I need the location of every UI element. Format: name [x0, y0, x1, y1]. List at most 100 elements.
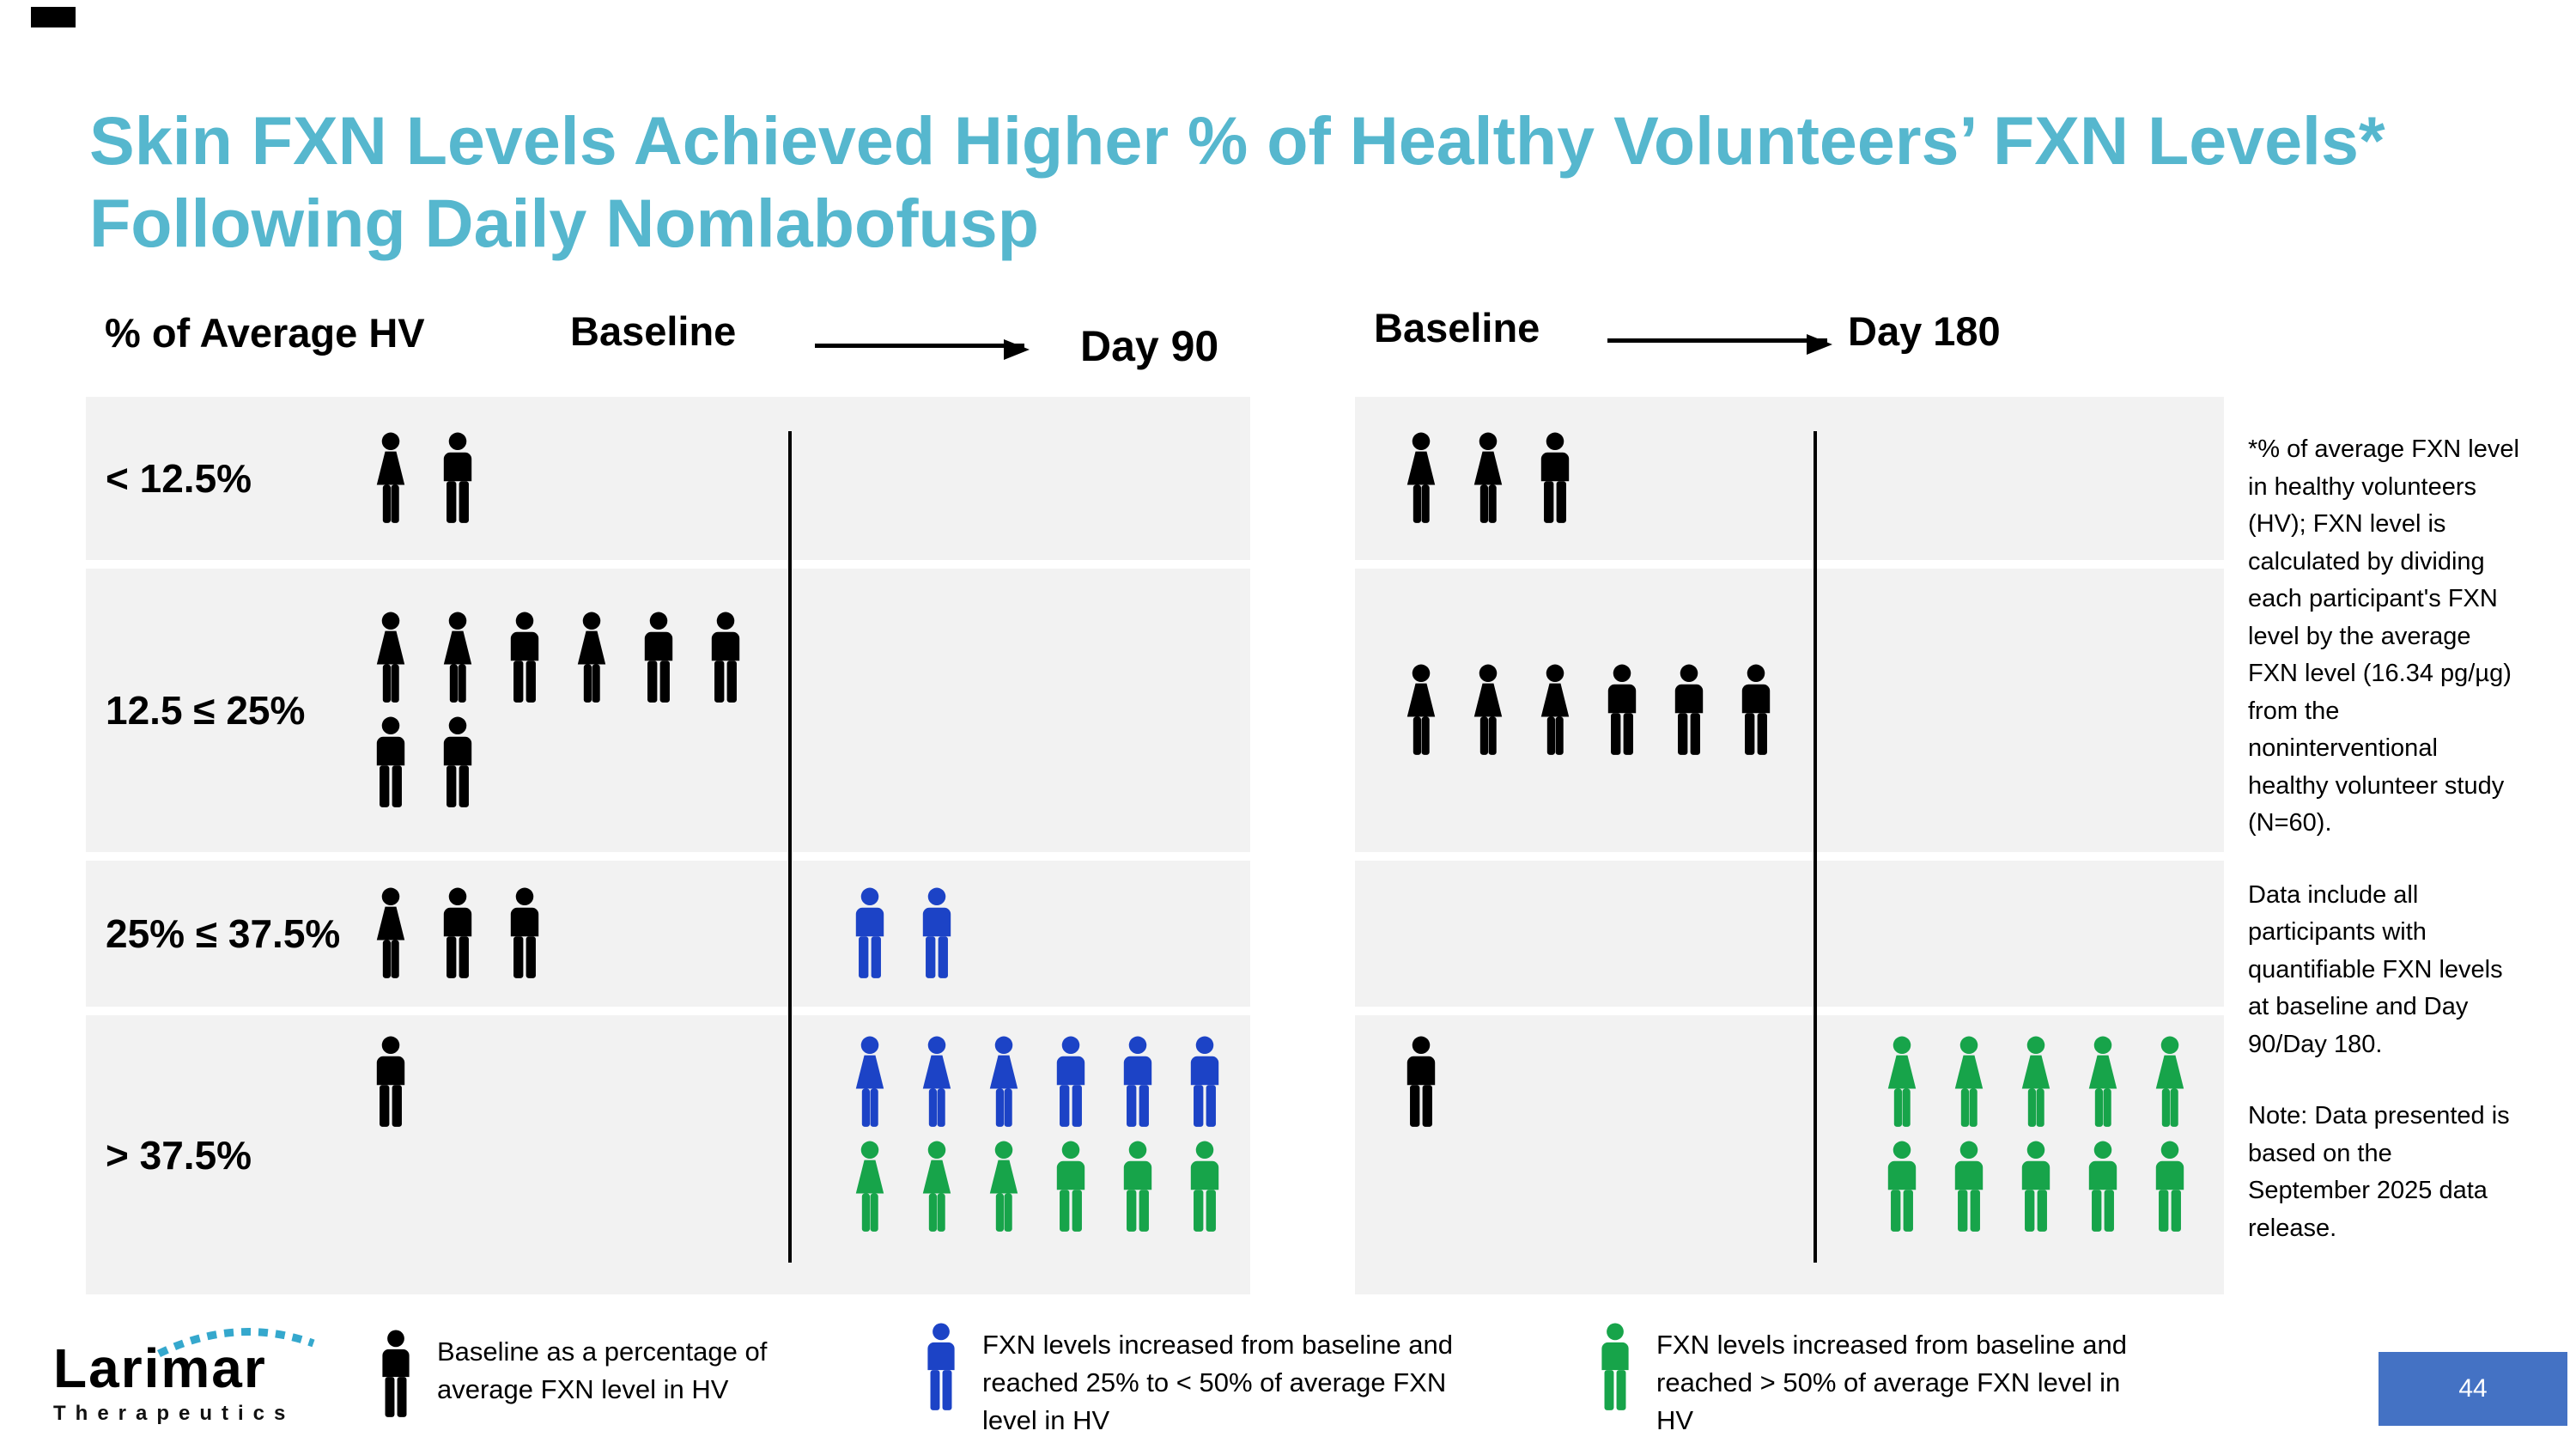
- male-person-icon: [847, 887, 893, 980]
- female-person-icon: [368, 612, 414, 704]
- male-person-icon: [1532, 432, 1578, 525]
- cell-day180: [1815, 1015, 2224, 1294]
- male-person-icon: [434, 887, 481, 980]
- baseline-label-day180-panel: Baseline: [1374, 305, 1540, 350]
- male-person-icon: [2147, 1141, 2193, 1233]
- legend-item-over-50: FXN levels increased from baseline and r…: [1593, 1323, 2146, 1440]
- day180-label: Day 180: [1848, 308, 2001, 354]
- male-person-icon: [1879, 1141, 1925, 1233]
- logo-brand-text: Larimar: [53, 1337, 267, 1399]
- band-label: > 37.5%: [106, 1132, 252, 1178]
- cell-day90: [790, 397, 1250, 560]
- female-person-icon: [847, 1036, 893, 1129]
- day90-label: Day 90: [1080, 322, 1219, 370]
- band-label: < 12.5%: [106, 456, 252, 501]
- male-person-icon: [1593, 1323, 1637, 1412]
- male-person-icon: [1733, 664, 1779, 757]
- row-12-5-to-25: [1355, 569, 2224, 852]
- female-person-icon: [1532, 664, 1578, 757]
- male-person-icon: [914, 887, 960, 980]
- row-under-12-5: < 12.5%: [86, 397, 1250, 560]
- female-person-icon: [914, 1036, 960, 1129]
- row-25-to-37-5: [1355, 861, 2224, 1007]
- logo-swoosh-icon: [157, 1328, 315, 1358]
- male-person-icon: [434, 432, 481, 525]
- male-person-icon: [1182, 1141, 1228, 1233]
- arrow-right-icon: [815, 339, 1030, 360]
- band-label: 25% ≤ 37.5%: [106, 911, 341, 956]
- cell-day90: [790, 569, 1250, 852]
- legend-item-25-to-50: FXN levels increased from baseline and r…: [919, 1323, 1506, 1440]
- female-person-icon: [368, 887, 414, 980]
- female-person-icon: [981, 1036, 1027, 1129]
- male-person-icon: [1398, 1036, 1444, 1129]
- row-over-37-5: [1355, 1015, 2224, 1294]
- footnote: *% of average FXN level in healthy volun…: [2248, 431, 2519, 1247]
- page-number-badge: 44: [2379, 1352, 2567, 1426]
- legend-item-baseline: Baseline as a percentage of average FXN …: [374, 1330, 823, 1419]
- cell-day90: [790, 1015, 1250, 1294]
- slide-corner-mark: [31, 7, 76, 27]
- male-person-icon: [434, 716, 481, 809]
- baseline-label-day90-panel: Baseline: [570, 308, 737, 354]
- cell-baseline: [1355, 1015, 1815, 1294]
- male-person-icon: [635, 612, 682, 704]
- female-person-icon: [2147, 1036, 2193, 1129]
- footnote-paragraph: Data include all participants with quant…: [2248, 880, 2503, 1058]
- male-person-icon: [1946, 1141, 1992, 1233]
- row-12-5-to-25: 12.5 ≤ 25%: [86, 569, 1250, 852]
- female-person-icon: [847, 1141, 893, 1233]
- cell-baseline: [361, 861, 790, 1007]
- cell-baseline: [1355, 569, 1815, 852]
- band-label: 12.5 ≤ 25%: [106, 688, 306, 733]
- female-person-icon: [1946, 1036, 1992, 1129]
- row-over-37-5: > 37.5%: [86, 1015, 1250, 1294]
- female-person-icon: [1398, 432, 1444, 525]
- female-person-icon: [1465, 432, 1511, 525]
- slide-title: Skin FXN Levels Achieved Higher % of Hea…: [89, 100, 2554, 265]
- female-person-icon: [914, 1141, 960, 1233]
- male-person-icon: [1666, 664, 1712, 757]
- footnote-paragraph: Note: Data presented is based on the Sep…: [2248, 1102, 2510, 1242]
- logo-subtitle: Therapeutics: [53, 1402, 295, 1425]
- male-person-icon: [374, 1330, 418, 1419]
- male-person-icon: [919, 1323, 963, 1412]
- male-person-icon: [368, 716, 414, 809]
- axis-label: % of Average HV: [105, 310, 425, 356]
- cell-baseline: [1355, 861, 1815, 1007]
- female-person-icon: [2013, 1036, 2059, 1129]
- female-person-icon: [2080, 1036, 2126, 1129]
- female-person-icon: [1465, 664, 1511, 757]
- male-person-icon: [1115, 1141, 1161, 1233]
- male-person-icon: [2080, 1141, 2126, 1233]
- male-person-icon: [1115, 1036, 1161, 1129]
- male-person-icon: [1599, 664, 1645, 757]
- logo-wordmark: Larimar: [53, 1328, 362, 1400]
- cell-day180: [1815, 569, 2224, 852]
- row-25-to-37-5: 25% ≤ 37.5%: [86, 861, 1250, 1007]
- legend-label: FXN levels increased from baseline and r…: [1656, 1330, 2127, 1436]
- baseline-day180-divider: [1814, 431, 1817, 1263]
- pictogram-panel-day90: < 12.5% 12.5 ≤ 25% 25% ≤ 37.5% > 37.5%: [86, 397, 1250, 1294]
- pictogram-panel-day180: [1355, 397, 2224, 1294]
- male-person-icon: [501, 887, 548, 980]
- cell-baseline: [361, 397, 790, 560]
- cell-day90: [790, 861, 1250, 1007]
- male-person-icon: [368, 1036, 414, 1129]
- female-person-icon: [1879, 1036, 1925, 1129]
- larimar-logo: Larimar Therapeutics: [53, 1328, 362, 1426]
- male-person-icon: [702, 612, 749, 704]
- row-under-12-5: [1355, 397, 2224, 560]
- cell-day180: [1815, 397, 2224, 560]
- male-person-icon: [1182, 1036, 1228, 1129]
- male-person-icon: [501, 612, 548, 704]
- cell-baseline: [1355, 397, 1815, 560]
- female-person-icon: [434, 612, 481, 704]
- cell-day180: [1815, 861, 2224, 1007]
- cell-baseline: [361, 1015, 790, 1294]
- female-person-icon: [368, 432, 414, 525]
- baseline-day90-divider: [788, 431, 792, 1263]
- female-person-icon: [1398, 664, 1444, 757]
- title-line2: Following Daily Nomlabofusp: [89, 185, 1039, 262]
